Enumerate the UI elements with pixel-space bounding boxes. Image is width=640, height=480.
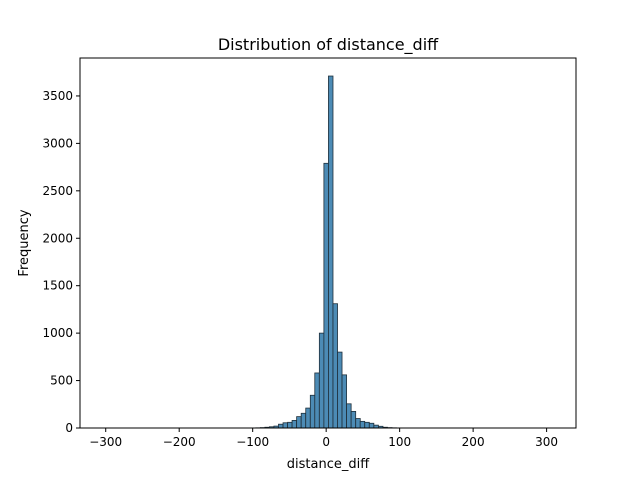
y-tick-label: 1500 xyxy=(42,279,73,293)
histogram-bar xyxy=(368,422,375,429)
y-tick-label: 3500 xyxy=(42,89,73,103)
x-tick-label: −300 xyxy=(89,435,122,449)
y-tick-label: 500 xyxy=(50,374,73,388)
y-tick-label: 0 xyxy=(65,421,73,435)
x-tick-label: 0 xyxy=(322,435,330,449)
x-axis-ticks: −300 −200 −100 0 100 200 300 xyxy=(89,428,558,449)
histogram-bar xyxy=(305,407,311,429)
histogram-bar xyxy=(364,421,370,429)
y-tick-label: 2500 xyxy=(42,184,73,198)
histogram-bar xyxy=(332,303,338,429)
histogram-bar xyxy=(309,394,316,429)
histogram-bar xyxy=(328,75,334,429)
x-tick-label: 200 xyxy=(462,435,485,449)
histogram-bar xyxy=(346,403,352,429)
y-tick-label: 3000 xyxy=(42,136,73,150)
x-tick-label: 300 xyxy=(535,435,558,449)
x-tick-label: 100 xyxy=(388,435,411,449)
histogram-bar xyxy=(318,332,325,429)
y-axis-label: Frequency xyxy=(17,209,32,276)
histogram-bar xyxy=(282,422,288,429)
histogram-bar xyxy=(337,351,343,429)
histogram-bar xyxy=(278,423,284,429)
histogram-bar xyxy=(314,372,320,429)
histogram-bar xyxy=(323,162,329,429)
histogram-bar xyxy=(355,418,361,429)
plot-frame xyxy=(79,57,577,429)
x-tick-label: −200 xyxy=(163,435,196,449)
histogram-bar xyxy=(296,416,302,429)
histogram-bar xyxy=(287,421,293,429)
histogram-bar xyxy=(291,420,298,429)
y-tick-label: 2000 xyxy=(42,231,73,245)
histogram-bar xyxy=(300,412,307,429)
chart-title: Distribution of distance_diff xyxy=(218,35,439,55)
histogram-bar xyxy=(359,420,366,429)
y-axis-ticks: 0 500 1000 1500 2000 2500 3000 3500 xyxy=(42,89,80,435)
x-tick-label: −100 xyxy=(236,435,269,449)
x-axis-label: distance_diff xyxy=(287,457,370,472)
histogram-bar xyxy=(350,410,357,429)
histogram-bar xyxy=(341,374,347,429)
y-tick-label: 1000 xyxy=(42,326,73,340)
